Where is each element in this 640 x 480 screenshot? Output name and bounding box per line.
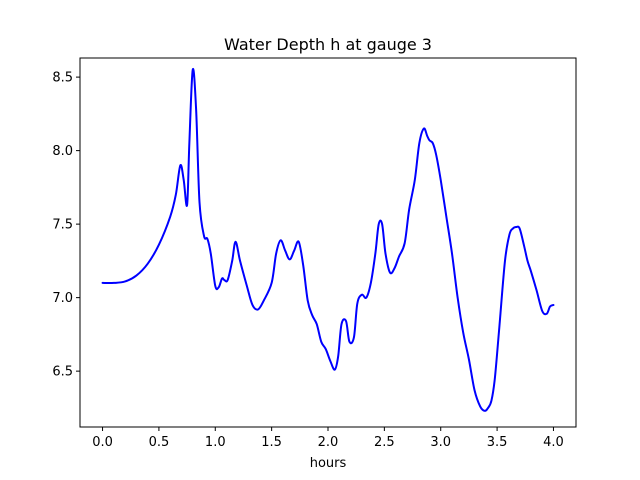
x-tick-label: 2.0 — [318, 435, 339, 450]
x-tick-label: 3.5 — [487, 435, 508, 450]
x-tick-label: 1.5 — [261, 435, 282, 450]
plot-area — [101, 67, 555, 412]
y-tick-label: 8.5 — [52, 71, 73, 86]
x-tick-label: 1.0 — [205, 435, 226, 450]
y-tick-label: 7.5 — [52, 218, 73, 233]
x-axis: 0.0 0.5 1.0 1.5 2.0 2.5 3.0 3.5 4.0 — [92, 427, 564, 450]
x-tick-label: 0.0 — [92, 435, 113, 450]
y-tick-label: 7.0 — [52, 291, 73, 306]
x-tick-label: 3.0 — [430, 435, 451, 450]
y-tick-label: 6.5 — [52, 365, 73, 380]
x-tick-label: 4.0 — [543, 435, 564, 450]
chart-title: Water Depth h at gauge 3 — [224, 35, 432, 54]
plot-frame — [79, 57, 577, 428]
y-tick-label: 8.0 — [52, 144, 73, 159]
series-line-0 — [101, 67, 555, 412]
x-tick-label: 0.5 — [149, 435, 170, 450]
y-axis: 6.5 7.0 7.5 8.0 8.5 — [52, 71, 80, 380]
x-tick-label: 2.5 — [374, 435, 395, 450]
x-axis-title: hours — [310, 456, 347, 471]
